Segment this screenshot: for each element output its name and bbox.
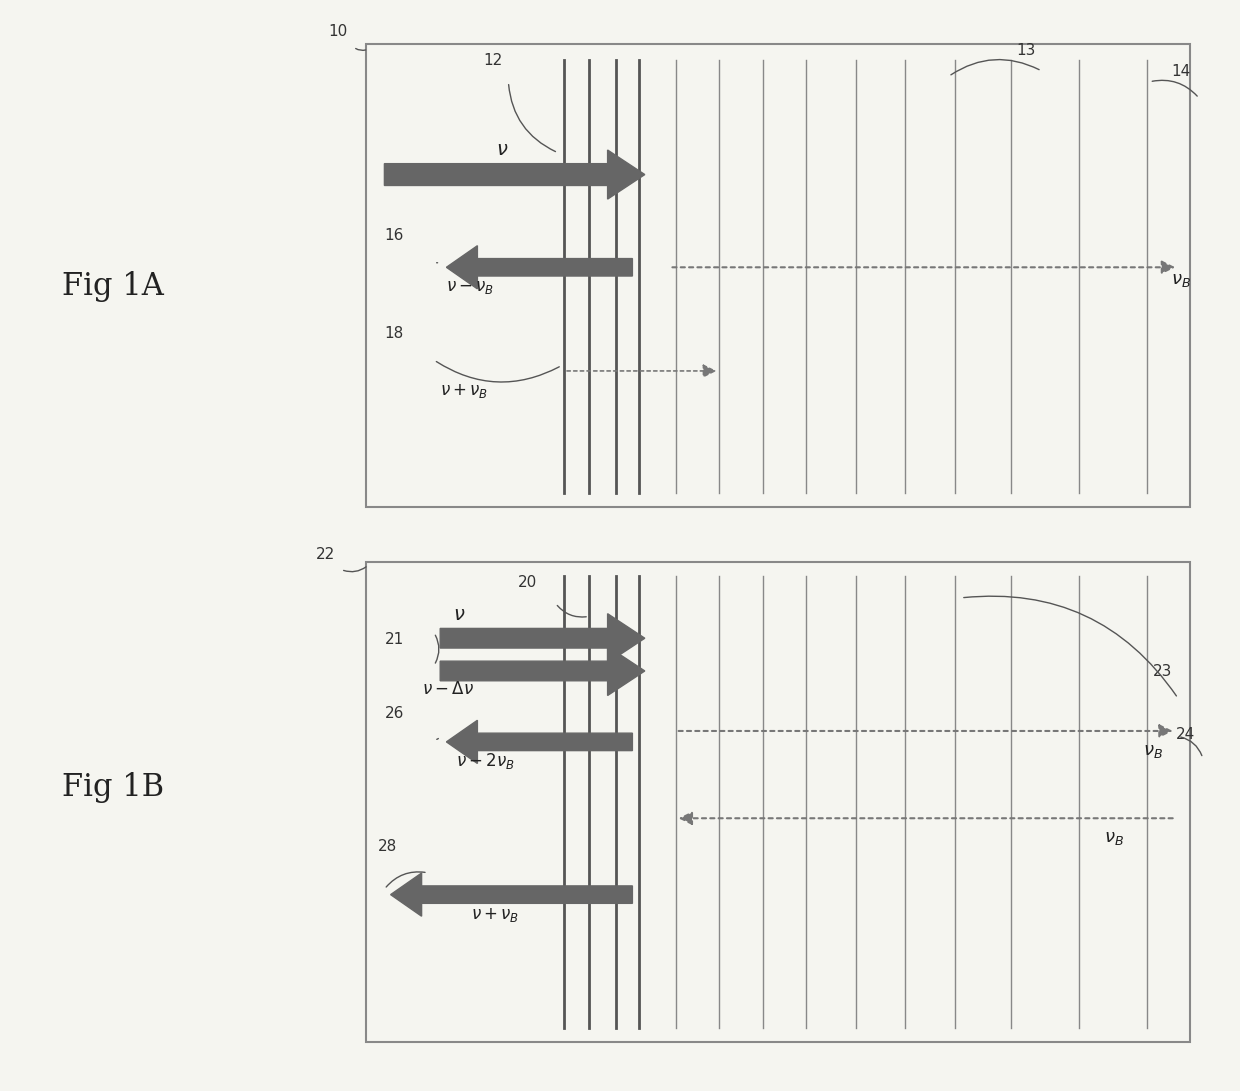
FancyArrow shape <box>391 873 632 916</box>
FancyArrow shape <box>446 720 632 764</box>
Text: 20: 20 <box>518 575 538 590</box>
Text: $\nu - \nu_B$: $\nu - \nu_B$ <box>446 278 495 297</box>
Text: 18: 18 <box>384 326 404 341</box>
FancyArrow shape <box>384 151 645 199</box>
Text: 16: 16 <box>384 228 404 243</box>
Text: $\nu - 2\nu_B$: $\nu - 2\nu_B$ <box>456 751 515 771</box>
Text: $\nu_B$: $\nu_B$ <box>1143 742 1163 760</box>
Text: $\nu_B$: $\nu_B$ <box>1171 271 1190 289</box>
Text: 23: 23 <box>1153 664 1173 680</box>
Text: 28: 28 <box>378 839 398 854</box>
Text: Fig 1B: Fig 1B <box>62 772 164 803</box>
Text: $\nu$: $\nu$ <box>496 140 508 159</box>
Text: $\nu$: $\nu$ <box>453 604 465 624</box>
FancyArrow shape <box>440 613 645 662</box>
Text: 24: 24 <box>1176 727 1195 742</box>
Text: 21: 21 <box>384 632 404 647</box>
Text: $\nu + \nu_B$: $\nu + \nu_B$ <box>440 382 489 400</box>
Text: 10: 10 <box>329 24 348 39</box>
Text: $\nu_B$: $\nu_B$ <box>1104 829 1123 848</box>
Text: Fig 1A: Fig 1A <box>62 271 164 301</box>
Text: $\nu + \nu_B$: $\nu + \nu_B$ <box>471 906 520 924</box>
Text: 12: 12 <box>484 53 503 69</box>
FancyArrow shape <box>446 245 632 289</box>
Text: 14: 14 <box>1172 64 1192 80</box>
Text: 22: 22 <box>316 547 336 562</box>
Text: 13: 13 <box>1017 43 1037 58</box>
Text: 26: 26 <box>384 706 404 721</box>
FancyArrow shape <box>440 646 645 696</box>
Text: $\nu - \Delta\nu$: $\nu - \Delta\nu$ <box>422 680 474 698</box>
